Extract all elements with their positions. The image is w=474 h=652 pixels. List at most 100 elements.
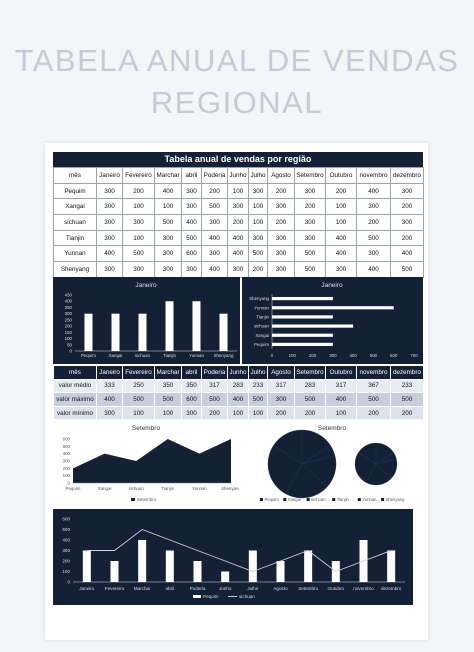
table-title: Tabela anual de vendas por região (53, 152, 423, 167)
y-tick-label: 450 (65, 293, 73, 298)
y-tick-label: 250 (65, 317, 73, 322)
stats-row: valor médio 333 250 350 350 317 283 233 317 283 31… (53, 378, 424, 394)
value-cell: 400 (201, 229, 228, 247)
value-cell: 300 (356, 198, 391, 216)
x-tick-label: Poderia (190, 586, 206, 591)
x-tick-label: novembro (353, 586, 374, 591)
value-cell: 400 (201, 261, 228, 278)
value-cell: 300 (181, 182, 202, 200)
bar (138, 540, 147, 582)
x-tick-label: Shenyang (221, 486, 239, 491)
column-header: Agosto (267, 167, 295, 184)
value-cell: 100 (227, 182, 249, 200)
x-tick-label: Tianjin (161, 486, 174, 491)
y-tick-label: 150 (65, 330, 73, 335)
value-cell: 100 (122, 229, 155, 247)
value-cell: 300 (267, 261, 295, 278)
stat-value: 500 (201, 392, 228, 407)
value-cell: 300 (96, 198, 123, 216)
legend-swatch (283, 498, 287, 501)
x-tick-label: 600 (390, 353, 398, 358)
table-row: Tianjin 300 100 300 500 400 400 300 300 300 400 500… (53, 229, 424, 247)
value-cell: 600 (181, 245, 202, 263)
value-cell: 300 (96, 261, 123, 278)
stats-table: mês Janeiro Fevereiro Marchar abril Poderia Ju… (53, 365, 424, 421)
chart-title: Setembro (318, 425, 347, 432)
value-cell: 300 (122, 261, 155, 278)
column-header: abril (181, 167, 202, 184)
x-tick-label: Xangai (98, 486, 112, 491)
column-header: Poderia (201, 167, 228, 184)
value-cell: 300 (154, 245, 182, 263)
value-cell: 300 (201, 214, 228, 231)
y-tick-label: 0 (68, 481, 71, 486)
legend-swatch (131, 498, 135, 501)
monthly-combo-chart: 0 100 200 300 400 500 600 Janeiro Fevereiro March… (53, 509, 413, 605)
value-cell: 200 (294, 198, 326, 216)
legend-label: Xangai (288, 497, 301, 502)
x-tick-label: Agosto (273, 586, 288, 591)
value-cell: 400 (356, 261, 391, 278)
stat-value: 500 (294, 392, 326, 407)
value-cell: 200 (390, 198, 424, 216)
value-cell: 500 (181, 229, 202, 247)
value-cell: 500 (248, 245, 268, 263)
value-cell: 300 (248, 182, 268, 200)
stat-value: 100 (154, 405, 182, 421)
stat-value: 100 (325, 405, 357, 421)
value-cell: 300 (181, 198, 202, 216)
y-tick-label: 0 (70, 349, 73, 354)
bar (248, 550, 257, 582)
value-cell: 300 (227, 198, 249, 216)
x-tick-label: Tianjin (163, 353, 176, 358)
stats-header-row: mês Janeiro Fevereiro Marchar abril Poderia Ju… (53, 365, 424, 380)
bar (84, 313, 93, 351)
value-cell: 300 (294, 214, 326, 231)
value-cell: 300 (248, 229, 268, 247)
stat-value: 200 (390, 405, 424, 421)
column-header: Outubro (325, 167, 357, 184)
legend-label: sichuan (239, 594, 255, 599)
stat-value: 500 (248, 392, 268, 407)
bar (304, 550, 313, 582)
y-tick-label: 100 (62, 569, 70, 574)
legend-label: Pequim (265, 497, 280, 502)
column-header: dezembro (390, 167, 424, 184)
column-header: novembro (356, 365, 391, 380)
stat-value: 250 (122, 378, 155, 394)
value-cell: 300 (201, 245, 228, 263)
stat-value: 233 (390, 378, 424, 394)
y-tick-label: 500 (63, 444, 71, 449)
value-cell: 500 (294, 261, 326, 278)
stat-value: 300 (267, 392, 295, 407)
column-header: Julho (248, 167, 268, 184)
y-tick-label: Shenyang (249, 296, 269, 301)
stat-value: 200 (267, 405, 295, 421)
y-tick-label: 0 (67, 580, 70, 585)
y-tick-label: 400 (62, 538, 70, 543)
value-cell: 200 (248, 261, 268, 278)
value-cell: 100 (154, 198, 182, 216)
column-header: mês (53, 365, 97, 380)
stat-value: 500 (356, 392, 391, 407)
table-row: Yunnan 400 500 300 600 300 400 500 300 500 400 300 4… (53, 245, 424, 263)
table-row: Pequim 300 200 400 300 200 100 300 200 300 200 400 3… (53, 182, 424, 200)
stat-value: 600 (181, 392, 202, 407)
pie-slice (273, 429, 303, 465)
value-cell: 100 (325, 214, 357, 231)
value-cell: 200 (356, 214, 391, 231)
x-tick-label: 100 (289, 353, 297, 358)
y-tick-label: 300 (62, 548, 70, 553)
value-cell: 300 (267, 198, 295, 216)
x-tick-label: Janeiro (79, 586, 95, 591)
bar (272, 315, 333, 319)
stat-value: 350 (154, 378, 182, 394)
legend-label: Setembro (137, 497, 157, 502)
region-cell: Pequim (53, 182, 97, 200)
bar (272, 333, 333, 337)
bar (272, 306, 394, 310)
pie-slice (285, 463, 328, 499)
y-tick-label: 200 (63, 466, 71, 471)
value-cell: 300 (181, 261, 202, 278)
stat-value: 350 (181, 378, 202, 394)
